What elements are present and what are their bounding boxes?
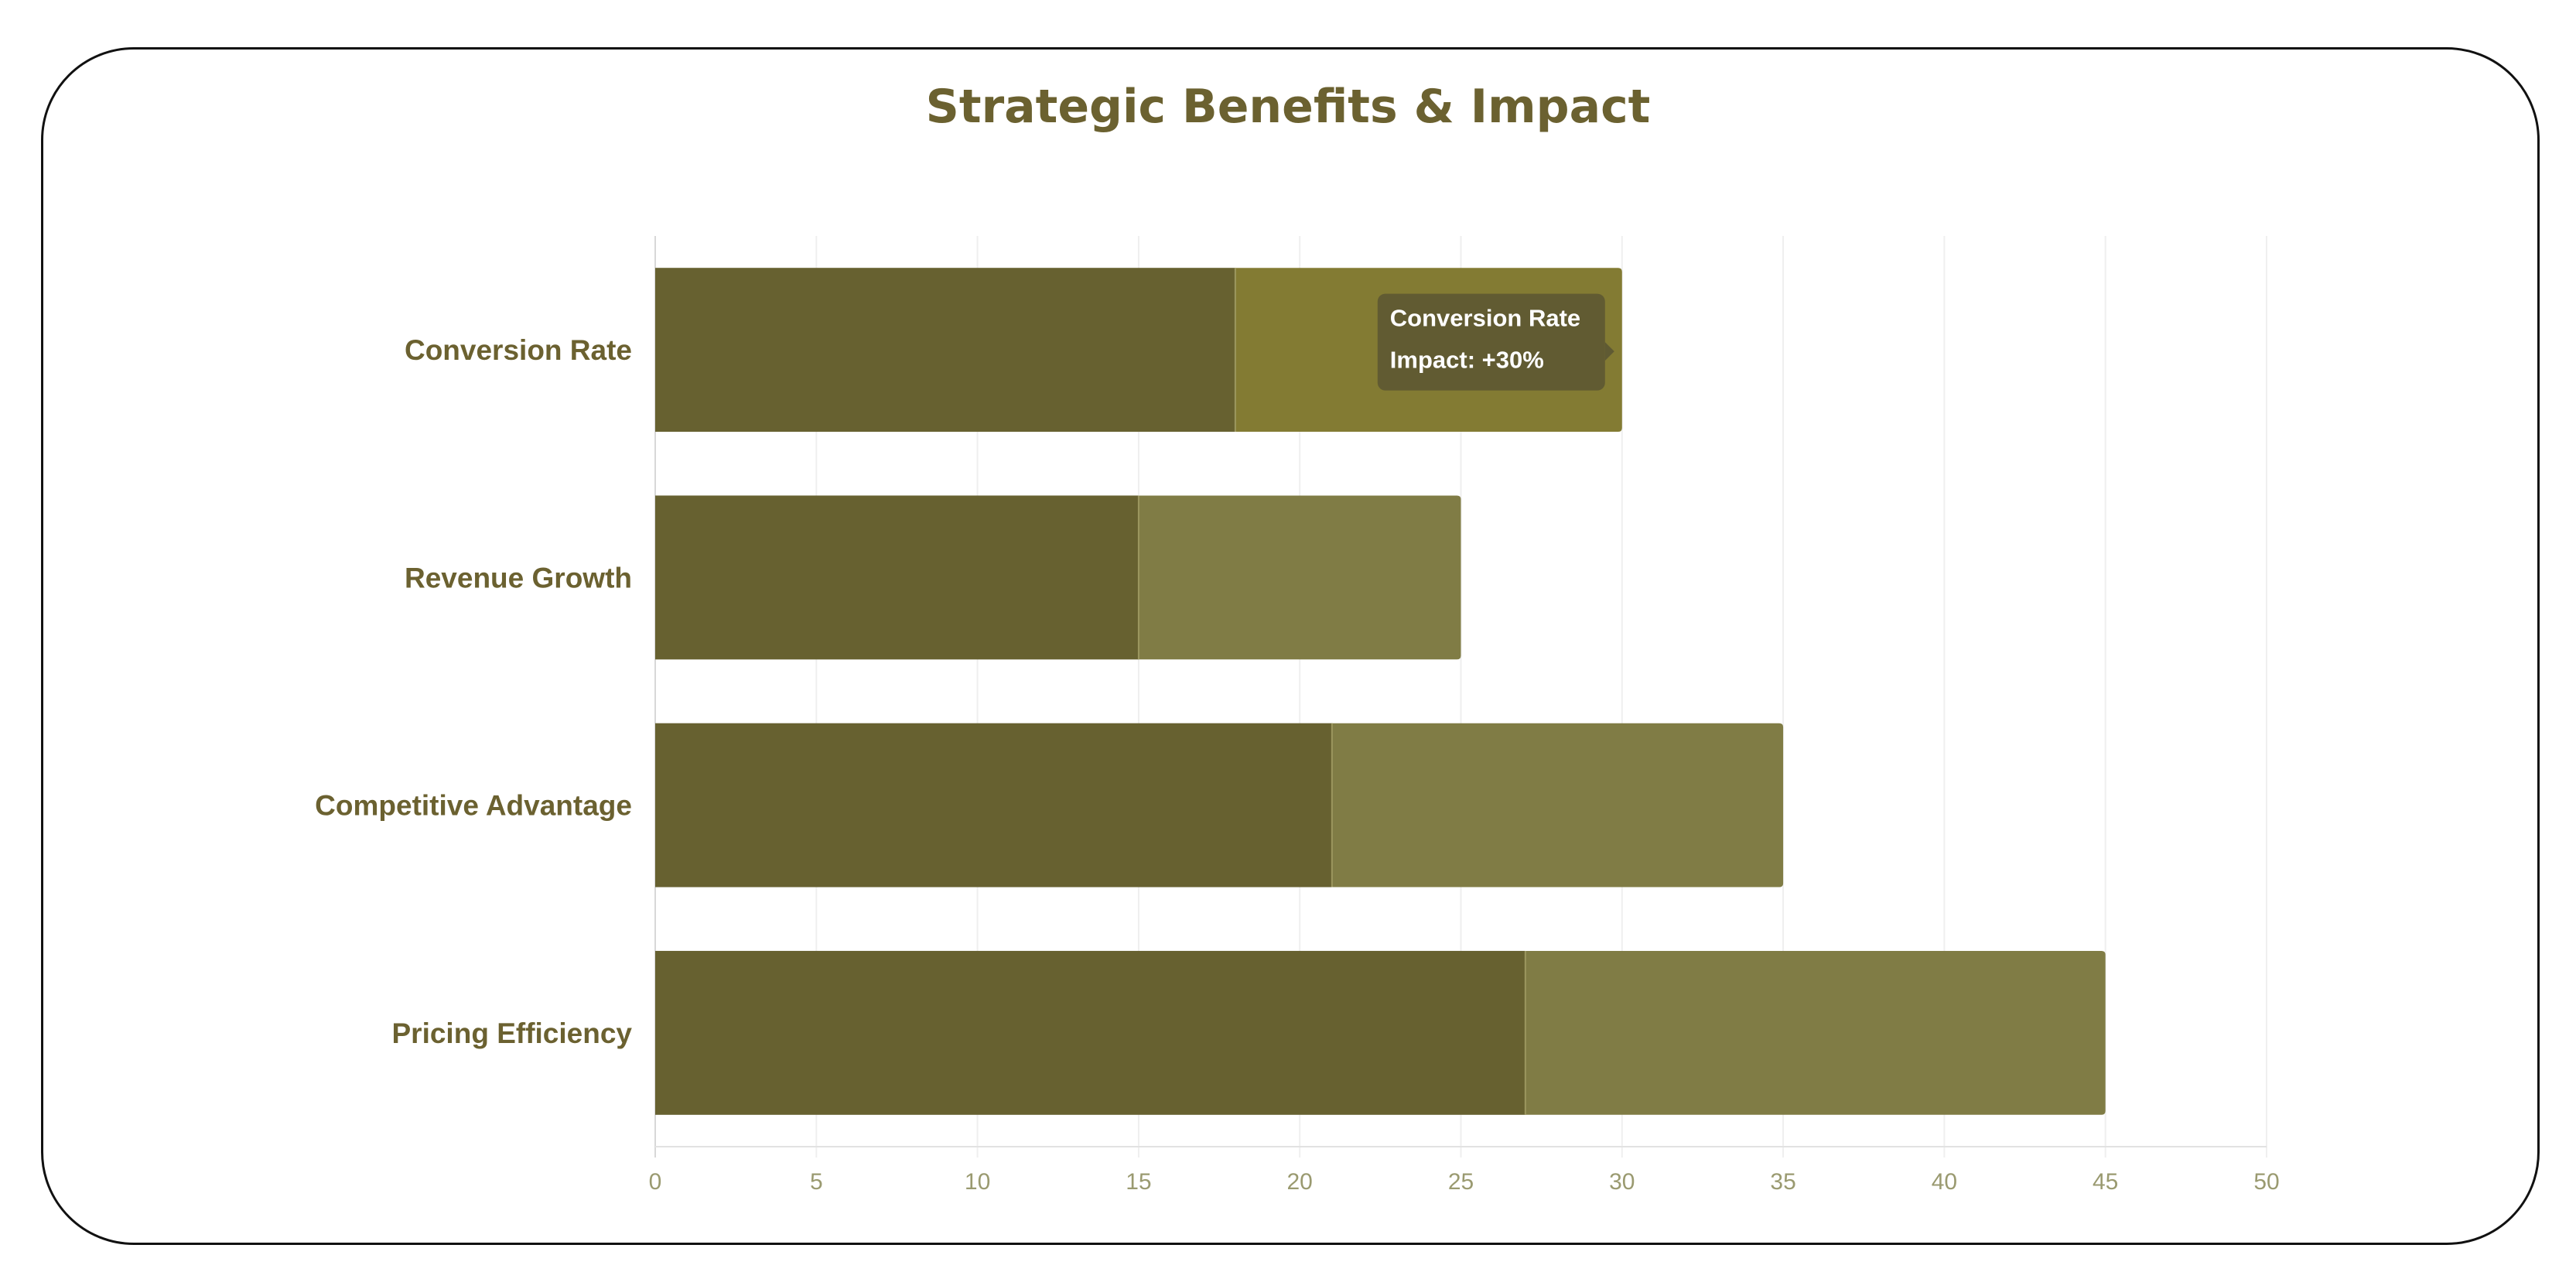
y-category-label: Pricing Efficiency	[392, 1017, 633, 1049]
x-tick-label: 40	[1932, 1169, 1957, 1195]
x-tick-label: 15	[1126, 1169, 1151, 1195]
bar-segment	[1331, 723, 1784, 887]
tooltip-title: Conversion Rate	[1390, 305, 1580, 332]
y-category-label: Competitive Advantage	[315, 790, 632, 822]
bar-segment	[655, 723, 1332, 887]
y-category-label: Revenue Growth	[405, 562, 632, 593]
x-tick-label: 20	[1287, 1169, 1313, 1195]
chart-title: Strategic Benefits & Impact	[925, 80, 1651, 134]
tooltip-caret	[1604, 342, 1614, 361]
bar-segment	[1138, 495, 1461, 660]
tooltip-box	[1377, 293, 1605, 391]
tooltip-body: Impact: +30%	[1390, 347, 1544, 374]
x-tick-label: 45	[2093, 1169, 2118, 1195]
x-tick-label: 25	[1448, 1169, 1474, 1195]
x-tick-label: 35	[1770, 1169, 1795, 1195]
x-tick-label: 5	[810, 1169, 823, 1195]
y-category-label: Conversion Rate	[405, 334, 632, 366]
x-tick-label: 10	[965, 1169, 990, 1195]
x-tick-label: 30	[1609, 1169, 1635, 1195]
bar-segment	[655, 950, 1525, 1115]
tooltip: Conversion Rate Impact: +30%	[1377, 293, 1614, 391]
x-tick-label: 50	[2253, 1169, 2279, 1195]
bar-segment	[655, 495, 1139, 660]
bar-segment	[655, 268, 1235, 433]
bar-segment	[1525, 950, 2106, 1115]
x-tick-label: 0	[649, 1169, 662, 1195]
